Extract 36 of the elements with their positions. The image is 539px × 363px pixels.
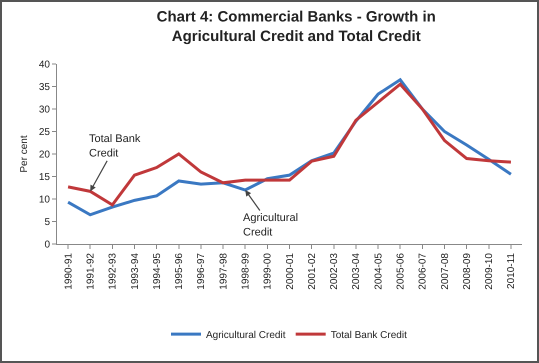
x-tick-label: 1990-91 <box>63 252 74 290</box>
y-tick-label: 10 <box>38 194 50 206</box>
x-tick-label: 1993-94 <box>130 252 141 290</box>
chart-title: Chart 4: Commercial Banks - Growth in Agricultural Credit and Total Credit <box>156 8 436 46</box>
y-tick-label: 25 <box>38 127 50 138</box>
x-tick-label: 2006-07 <box>418 252 429 290</box>
x-tick-label: 2000-01 <box>284 252 296 290</box>
y-tick-label: 5 <box>44 217 50 228</box>
x-tick-label: 2007-08 <box>440 252 451 290</box>
x-tick-label: 2003-04 <box>351 252 362 290</box>
x-tick-label: 1999-00 <box>262 252 274 290</box>
x-tick-label: 1992-93 <box>108 252 119 290</box>
x-tick-label: 1995-96 <box>174 252 186 290</box>
y-axis-title: Per cent <box>19 135 30 173</box>
x-tick-label: 1997-98 <box>218 252 230 290</box>
x-tick-label: 2001-02 <box>306 252 318 290</box>
x-tick-label: 2010-11 <box>506 252 518 289</box>
x-tick-label: 2005-06 <box>395 252 406 290</box>
y-tick-label: 20 <box>38 150 50 160</box>
x-tick-label: 2009-10 <box>484 252 496 290</box>
annotation: Agricultural Credit <box>243 212 298 238</box>
legend-label: Agricultural Credit <box>206 330 286 341</box>
y-tick-label: 15 <box>38 172 50 183</box>
legend-label: Total Bank Credit <box>330 330 408 341</box>
x-tick-label: 1991-92 <box>85 252 96 290</box>
x-tick-label: 1998-99 <box>240 252 252 290</box>
y-tick-label: 40 <box>38 60 50 70</box>
x-tick-label: 1996-97 <box>196 252 208 290</box>
y-tick-label: 30 <box>38 104 50 116</box>
x-tick-label: 2008-09 <box>462 252 473 290</box>
x-tick-label: 2002-03 <box>329 252 340 290</box>
x-tick-label: 2004-05 <box>373 252 384 290</box>
annotation: Total Bank Credit <box>89 133 141 160</box>
x-tick-label: 1994-95 <box>152 252 163 290</box>
y-tick-label: 0 <box>44 240 50 250</box>
y-tick-label: 35 <box>38 82 50 93</box>
